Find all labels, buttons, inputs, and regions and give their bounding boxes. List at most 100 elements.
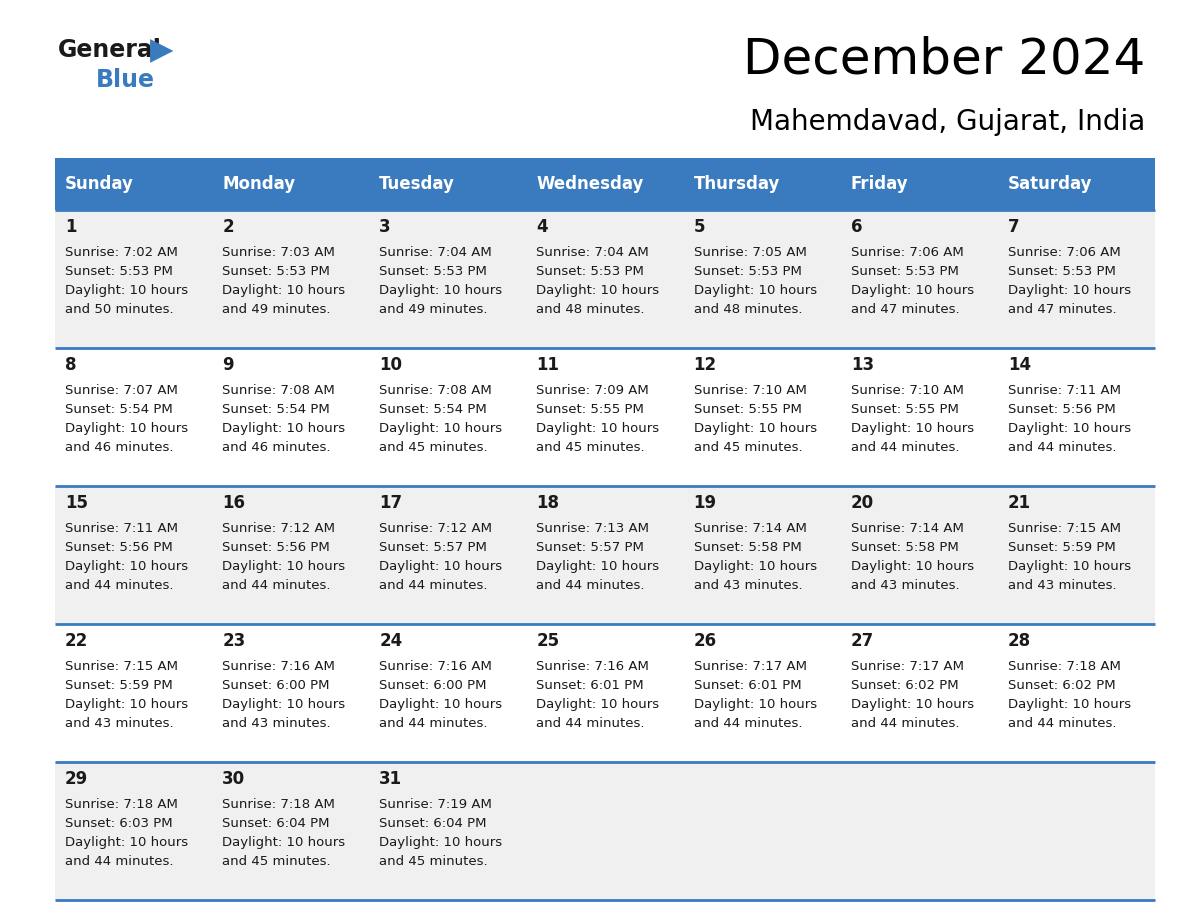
- Bar: [55, 158, 1155, 210]
- Bar: [998, 624, 1155, 762]
- Text: Sunrise: 7:18 AM: Sunrise: 7:18 AM: [1007, 660, 1120, 673]
- Text: Daylight: 10 hours: Daylight: 10 hours: [537, 284, 659, 297]
- Text: 11: 11: [537, 356, 560, 374]
- Text: and 44 minutes.: and 44 minutes.: [65, 855, 173, 868]
- Text: 22: 22: [65, 632, 88, 650]
- Text: Thursday: Thursday: [694, 175, 781, 193]
- Text: Daylight: 10 hours: Daylight: 10 hours: [851, 422, 974, 435]
- Text: Tuesday: Tuesday: [379, 175, 455, 193]
- Text: 1: 1: [65, 218, 76, 236]
- Text: Daylight: 10 hours: Daylight: 10 hours: [1007, 284, 1131, 297]
- Bar: [213, 210, 369, 348]
- Bar: [998, 210, 1155, 348]
- Bar: [998, 762, 1155, 900]
- Text: Sunset: 5:57 PM: Sunset: 5:57 PM: [379, 541, 487, 554]
- Bar: [841, 762, 998, 900]
- Bar: [683, 486, 841, 624]
- Text: Daylight: 10 hours: Daylight: 10 hours: [222, 422, 346, 435]
- Text: and 48 minutes.: and 48 minutes.: [537, 303, 645, 316]
- Text: and 44 minutes.: and 44 minutes.: [537, 579, 645, 592]
- Text: Sunrise: 7:14 AM: Sunrise: 7:14 AM: [851, 522, 963, 535]
- Text: 7: 7: [1007, 218, 1019, 236]
- Text: Sunset: 5:56 PM: Sunset: 5:56 PM: [1007, 403, 1116, 416]
- Bar: [841, 486, 998, 624]
- Bar: [526, 210, 683, 348]
- Text: 4: 4: [537, 218, 548, 236]
- Text: Daylight: 10 hours: Daylight: 10 hours: [379, 422, 503, 435]
- Text: 10: 10: [379, 356, 403, 374]
- Text: Sunset: 5:54 PM: Sunset: 5:54 PM: [379, 403, 487, 416]
- Text: Daylight: 10 hours: Daylight: 10 hours: [694, 284, 816, 297]
- Text: Daylight: 10 hours: Daylight: 10 hours: [222, 698, 346, 711]
- Text: Sunset: 5:59 PM: Sunset: 5:59 PM: [65, 679, 172, 692]
- Text: Daylight: 10 hours: Daylight: 10 hours: [851, 698, 974, 711]
- Text: and 44 minutes.: and 44 minutes.: [379, 579, 488, 592]
- Text: Daylight: 10 hours: Daylight: 10 hours: [379, 836, 503, 849]
- Text: Saturday: Saturday: [1007, 175, 1092, 193]
- Text: Sunrise: 7:18 AM: Sunrise: 7:18 AM: [65, 798, 178, 811]
- Text: 3: 3: [379, 218, 391, 236]
- Text: Daylight: 10 hours: Daylight: 10 hours: [222, 560, 346, 573]
- Text: 25: 25: [537, 632, 560, 650]
- Text: Daylight: 10 hours: Daylight: 10 hours: [1007, 422, 1131, 435]
- Text: ▶: ▶: [150, 36, 173, 65]
- Bar: [526, 486, 683, 624]
- Bar: [841, 348, 998, 486]
- Text: Sunrise: 7:03 AM: Sunrise: 7:03 AM: [222, 246, 335, 259]
- Text: Sunrise: 7:16 AM: Sunrise: 7:16 AM: [379, 660, 492, 673]
- Text: 21: 21: [1007, 494, 1031, 512]
- Text: Daylight: 10 hours: Daylight: 10 hours: [694, 560, 816, 573]
- Text: Daylight: 10 hours: Daylight: 10 hours: [1007, 698, 1131, 711]
- Text: Sunset: 5:53 PM: Sunset: 5:53 PM: [537, 265, 644, 278]
- Text: Sunrise: 7:16 AM: Sunrise: 7:16 AM: [222, 660, 335, 673]
- Text: Sunrise: 7:08 AM: Sunrise: 7:08 AM: [222, 384, 335, 397]
- Text: 17: 17: [379, 494, 403, 512]
- Text: 5: 5: [694, 218, 704, 236]
- Bar: [55, 348, 213, 486]
- Text: Sunset: 6:04 PM: Sunset: 6:04 PM: [222, 817, 329, 830]
- Text: 20: 20: [851, 494, 874, 512]
- Bar: [526, 348, 683, 486]
- Bar: [526, 762, 683, 900]
- Text: Sunset: 6:01 PM: Sunset: 6:01 PM: [694, 679, 801, 692]
- Text: Sunset: 5:53 PM: Sunset: 5:53 PM: [222, 265, 330, 278]
- Text: and 44 minutes.: and 44 minutes.: [222, 579, 330, 592]
- Text: Sunset: 5:53 PM: Sunset: 5:53 PM: [1007, 265, 1116, 278]
- Text: Mahemdavad, Gujarat, India: Mahemdavad, Gujarat, India: [750, 108, 1145, 136]
- Text: Sunset: 5:53 PM: Sunset: 5:53 PM: [851, 265, 959, 278]
- Text: and 43 minutes.: and 43 minutes.: [694, 579, 802, 592]
- Text: Sunrise: 7:07 AM: Sunrise: 7:07 AM: [65, 384, 178, 397]
- Text: Sunset: 5:55 PM: Sunset: 5:55 PM: [851, 403, 959, 416]
- Text: 18: 18: [537, 494, 560, 512]
- Text: Daylight: 10 hours: Daylight: 10 hours: [851, 560, 974, 573]
- Text: Daylight: 10 hours: Daylight: 10 hours: [694, 422, 816, 435]
- Text: Sunset: 6:00 PM: Sunset: 6:00 PM: [222, 679, 329, 692]
- Text: and 44 minutes.: and 44 minutes.: [851, 441, 959, 454]
- Text: Sunrise: 7:14 AM: Sunrise: 7:14 AM: [694, 522, 807, 535]
- Text: 23: 23: [222, 632, 246, 650]
- Text: Sunrise: 7:04 AM: Sunrise: 7:04 AM: [537, 246, 649, 259]
- Text: 6: 6: [851, 218, 862, 236]
- Text: 30: 30: [222, 770, 245, 788]
- Text: Sunrise: 7:12 AM: Sunrise: 7:12 AM: [222, 522, 335, 535]
- Text: and 46 minutes.: and 46 minutes.: [222, 441, 330, 454]
- Bar: [369, 486, 526, 624]
- Text: Sunset: 5:54 PM: Sunset: 5:54 PM: [222, 403, 330, 416]
- Text: General: General: [58, 38, 162, 62]
- Text: Sunset: 5:58 PM: Sunset: 5:58 PM: [851, 541, 959, 554]
- Text: Sunrise: 7:16 AM: Sunrise: 7:16 AM: [537, 660, 650, 673]
- Text: Sunrise: 7:17 AM: Sunrise: 7:17 AM: [851, 660, 963, 673]
- Text: and 44 minutes.: and 44 minutes.: [851, 717, 959, 730]
- Text: Sunrise: 7:02 AM: Sunrise: 7:02 AM: [65, 246, 178, 259]
- Bar: [55, 486, 213, 624]
- Text: Daylight: 10 hours: Daylight: 10 hours: [65, 422, 188, 435]
- Text: Sunset: 5:53 PM: Sunset: 5:53 PM: [694, 265, 802, 278]
- Text: Sunrise: 7:19 AM: Sunrise: 7:19 AM: [379, 798, 492, 811]
- Text: Daylight: 10 hours: Daylight: 10 hours: [537, 560, 659, 573]
- Bar: [369, 624, 526, 762]
- Text: Sunset: 6:04 PM: Sunset: 6:04 PM: [379, 817, 487, 830]
- Bar: [213, 762, 369, 900]
- Bar: [683, 762, 841, 900]
- Text: Sunset: 5:53 PM: Sunset: 5:53 PM: [379, 265, 487, 278]
- Text: and 43 minutes.: and 43 minutes.: [851, 579, 960, 592]
